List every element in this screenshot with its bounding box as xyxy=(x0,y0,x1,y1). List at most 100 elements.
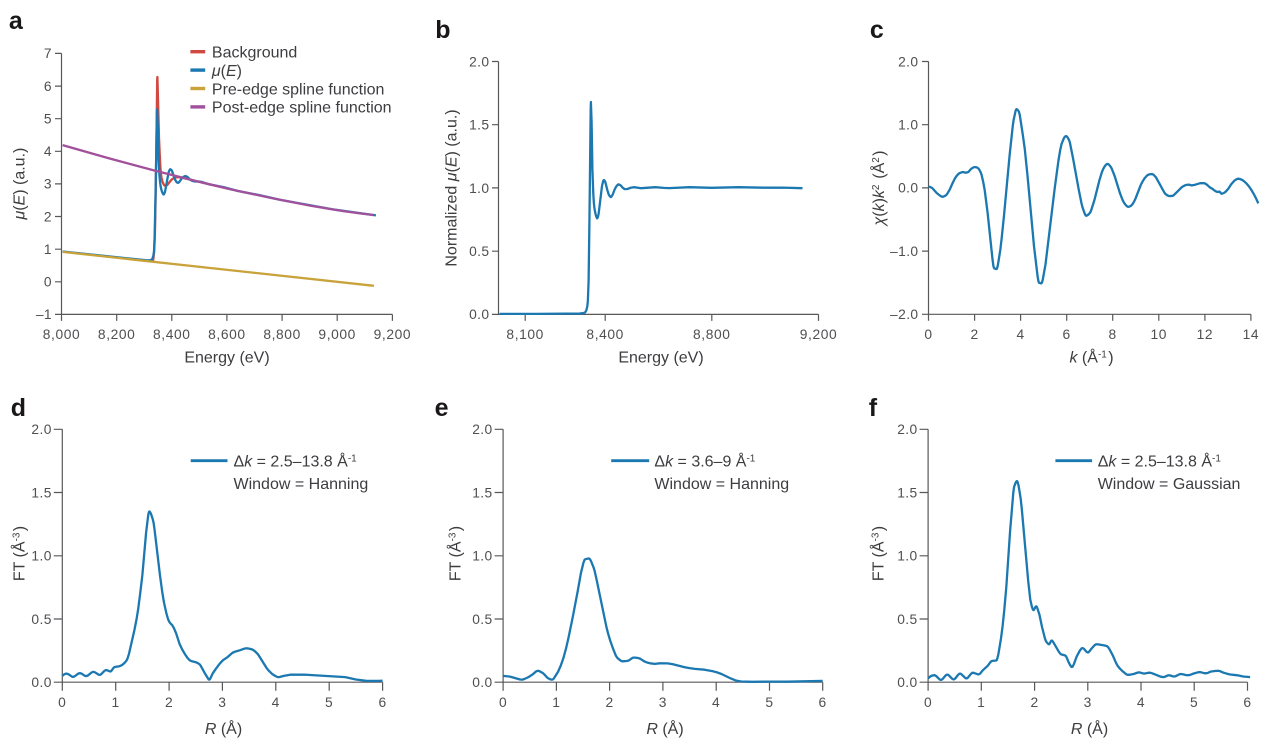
svg-text:1.5: 1.5 xyxy=(31,485,51,500)
svg-text:2.0: 2.0 xyxy=(31,422,51,437)
svg-text:f: f xyxy=(869,394,878,422)
svg-text:1.5: 1.5 xyxy=(897,485,917,500)
svg-text:Post-edge spline function: Post-edge spline function xyxy=(212,100,392,117)
svg-text:0.0: 0.0 xyxy=(898,181,918,196)
svg-text:3: 3 xyxy=(218,695,226,710)
svg-text:0.5: 0.5 xyxy=(472,612,492,627)
svg-text:0.5: 0.5 xyxy=(31,612,51,627)
svg-text:0.0: 0.0 xyxy=(31,675,51,690)
svg-text:2: 2 xyxy=(44,209,52,224)
svg-text:FT (Å-3 ): FT (Å-3 ) xyxy=(446,526,465,581)
svg-text:2: 2 xyxy=(605,695,613,710)
svg-text:e: e xyxy=(435,394,449,422)
svg-text:5: 5 xyxy=(1190,695,1198,710)
svg-text:9,000: 9,000 xyxy=(318,327,356,342)
svg-text:Background: Background xyxy=(212,45,297,62)
svg-text:6: 6 xyxy=(378,695,386,710)
svg-text:0: 0 xyxy=(58,695,66,710)
svg-text:FT (Å-3 ): FT (Å-3 ) xyxy=(868,526,887,581)
svg-text:1: 1 xyxy=(112,695,120,710)
svg-text:8,600: 8,600 xyxy=(208,327,246,342)
svg-text:1.0: 1.0 xyxy=(469,181,489,196)
svg-text:χ(k)k2 (Å2 ): χ(k)k2 (Å2 ) xyxy=(869,151,888,228)
svg-text:μ(E): μ(E) xyxy=(211,63,242,80)
svg-text:0.5: 0.5 xyxy=(897,612,917,627)
svg-text:4: 4 xyxy=(1016,327,1024,342)
svg-text:0.0: 0.0 xyxy=(897,675,917,690)
svg-text:1: 1 xyxy=(552,695,560,710)
svg-text:c: c xyxy=(870,16,884,44)
svg-text:d: d xyxy=(11,394,26,422)
svg-text:2.0: 2.0 xyxy=(897,422,917,437)
svg-text:0.0: 0.0 xyxy=(469,307,489,322)
svg-text:b: b xyxy=(435,16,450,44)
svg-text:2: 2 xyxy=(1030,695,1038,710)
svg-text:1.5: 1.5 xyxy=(469,118,489,133)
svg-text:2: 2 xyxy=(165,695,173,710)
svg-text:Window = Gaussian: Window = Gaussian xyxy=(1098,476,1241,493)
svg-text:1.0: 1.0 xyxy=(897,549,917,564)
svg-text:Δk = 2.5–13.8 Å-1: Δk = 2.5–13.8 Å-1 xyxy=(234,452,359,471)
svg-text:6: 6 xyxy=(44,79,52,94)
svg-text:Δk = 3.6–9 Å-1: Δk = 3.6–9 Å-1 xyxy=(654,452,756,471)
svg-text:0.0: 0.0 xyxy=(472,675,492,690)
svg-text:4: 4 xyxy=(272,695,280,710)
svg-text:2: 2 xyxy=(970,327,978,342)
svg-text:5: 5 xyxy=(44,112,52,127)
svg-text:14: 14 xyxy=(1243,327,1260,342)
svg-text:Window = Hanning: Window = Hanning xyxy=(654,476,789,493)
svg-text:–1.0: –1.0 xyxy=(890,244,918,259)
svg-text:1.5: 1.5 xyxy=(472,485,492,500)
svg-text:1: 1 xyxy=(977,695,985,710)
svg-text:Normalized μ(E) (a.u.): Normalized μ(E) (a.u.) xyxy=(444,109,461,266)
svg-text:Window = Hanning: Window = Hanning xyxy=(234,476,369,493)
svg-text:1.0: 1.0 xyxy=(472,549,492,564)
svg-text:3: 3 xyxy=(1084,695,1092,710)
svg-text:9,200: 9,200 xyxy=(800,327,838,342)
svg-text:8: 8 xyxy=(1109,327,1117,342)
svg-text:μ(E) (a.u.): μ(E) (a.u.) xyxy=(12,148,29,221)
svg-text:FT (Å-3 ): FT (Å-3 ) xyxy=(10,526,29,581)
svg-text:2.0: 2.0 xyxy=(469,54,489,69)
svg-text:6: 6 xyxy=(819,695,827,710)
svg-text:12: 12 xyxy=(1197,327,1214,342)
svg-text:8,400: 8,400 xyxy=(586,327,624,342)
svg-text:1.0: 1.0 xyxy=(898,118,918,133)
svg-text:–1: –1 xyxy=(36,307,52,322)
svg-text:0: 0 xyxy=(924,695,932,710)
svg-text:8,400: 8,400 xyxy=(153,327,191,342)
svg-text:5: 5 xyxy=(325,695,333,710)
svg-text:a: a xyxy=(9,7,24,35)
svg-text:3: 3 xyxy=(44,177,52,192)
svg-text:Energy (eV): Energy (eV) xyxy=(184,350,269,367)
svg-text:Δk = 2.5–13.8 Å-1: Δk = 2.5–13.8 Å-1 xyxy=(1098,452,1223,471)
svg-text:5: 5 xyxy=(765,695,773,710)
svg-text:10: 10 xyxy=(1151,327,1168,342)
svg-text:7: 7 xyxy=(44,46,52,61)
svg-text:8,200: 8,200 xyxy=(98,327,136,342)
svg-text:2.0: 2.0 xyxy=(898,54,918,69)
svg-text:8,800: 8,800 xyxy=(693,327,731,342)
svg-text:4: 4 xyxy=(1137,695,1145,710)
svg-text:0.5: 0.5 xyxy=(469,244,489,259)
svg-text:4: 4 xyxy=(44,144,52,159)
svg-text:9,200: 9,200 xyxy=(374,327,412,342)
svg-text:6: 6 xyxy=(1063,327,1071,342)
svg-text:1: 1 xyxy=(44,242,52,257)
svg-text:0: 0 xyxy=(499,695,507,710)
svg-text:8,100: 8,100 xyxy=(506,327,544,342)
svg-text:8,800: 8,800 xyxy=(263,327,301,342)
svg-text:1.0: 1.0 xyxy=(31,549,51,564)
svg-text:Energy (eV): Energy (eV) xyxy=(618,350,703,367)
svg-text:2.0: 2.0 xyxy=(472,422,492,437)
svg-text:3: 3 xyxy=(659,695,667,710)
svg-text:4: 4 xyxy=(712,695,720,710)
svg-text:6: 6 xyxy=(1243,695,1251,710)
svg-text:R (Å): R (Å) xyxy=(646,719,683,738)
svg-text:R (Å): R (Å) xyxy=(205,719,242,738)
svg-text:R (Å): R (Å) xyxy=(1071,719,1108,738)
svg-text:0: 0 xyxy=(924,327,932,342)
svg-text:0: 0 xyxy=(44,275,52,290)
svg-text:Pre-edge spline function: Pre-edge spline function xyxy=(212,81,385,98)
svg-text:–2.0: –2.0 xyxy=(890,307,918,322)
